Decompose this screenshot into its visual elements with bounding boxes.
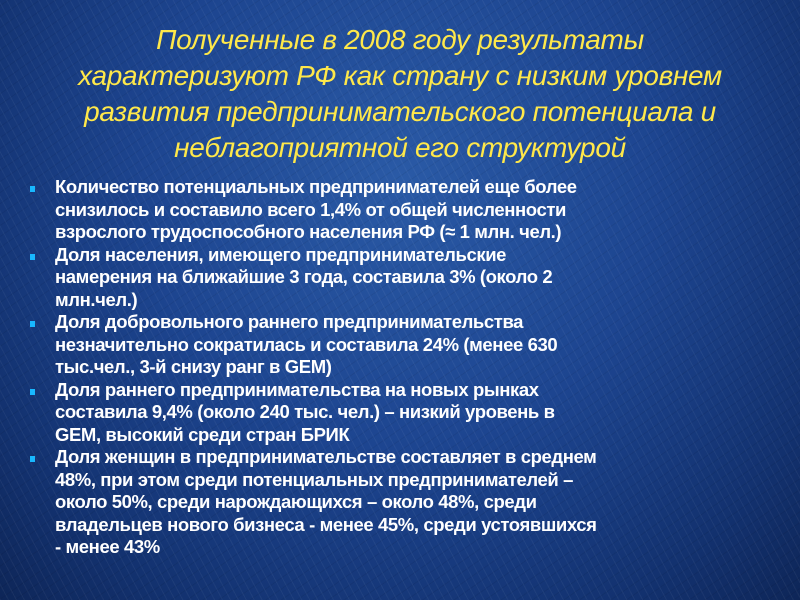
bullet-text-line: млн.чел.) — [55, 288, 138, 310]
bullet-text-line: владельцев нового бизнеса - менее 45%, с… — [55, 513, 597, 535]
bullet-item: Доля добровольного раннего предпринимате… — [30, 311, 790, 379]
bullet-item: Доля женщин в предпринимательстве состав… — [30, 446, 790, 559]
bullet-text-line: 48%, при этом среди потенциальных предпр… — [55, 468, 573, 490]
bullet-text-line: тыс.чел., 3-й снизу ранг в GEM) — [55, 356, 332, 377]
bullet-text-line: Доля раннего предпринимательства на новы… — [55, 378, 539, 400]
title-line: неблагоприятной его структурой — [174, 132, 626, 163]
bullet-text-line: составила 9,4% (около 240 тыс. чел.) – н… — [55, 401, 555, 422]
title-line: характеризуют РФ как страну с низким уро… — [78, 60, 722, 91]
bullet-text-line: Доля населения, имеющего предприниматель… — [55, 243, 507, 265]
bullet-text-line: - менее 43% — [55, 536, 160, 557]
bullet-item: Доля раннего предпринимательства на новы… — [30, 379, 790, 447]
bullet-list: Количество потенциальных предпринимателе… — [30, 176, 790, 559]
square-bullet-icon — [30, 388, 35, 395]
bullet-text-line: Доля женщин в предпринимательстве состав… — [55, 446, 597, 467]
square-bullet-icon — [30, 186, 35, 192]
bullet-item: Количество потенциальных предпринимателе… — [30, 176, 790, 244]
slide-title: Полученные в 2008 году результаты характ… — [0, 22, 800, 166]
bullet-text-line: намерения на ближайшие 3 года, составила… — [55, 266, 553, 287]
square-bullet-icon — [30, 253, 35, 260]
bullet-item: Доля населения, имеющего предприниматель… — [30, 244, 790, 312]
bullet-text-line: Доля добровольного раннего предпринимате… — [55, 311, 524, 332]
bullet-text-line: незначительно сократилась и составила 24… — [55, 333, 558, 355]
title-line: Полученные в 2008 году результаты — [156, 24, 644, 55]
square-bullet-icon — [30, 456, 35, 462]
bullet-text-line: около 50%, среди нарождающихся – около 4… — [55, 491, 537, 512]
bullet-text-line: GEM, высокий среди стран БРИК — [55, 423, 350, 445]
bullet-text-line: Количество потенциальных предпринимателе… — [55, 176, 577, 197]
square-bullet-icon — [30, 321, 35, 327]
title-line: развития предпринимательского потенциала… — [84, 96, 716, 127]
bullet-text-line: снизилось и составило всего 1,4% от обще… — [55, 198, 566, 220]
bullet-text-line: взрослого трудоспособного населения РФ (… — [55, 221, 562, 242]
